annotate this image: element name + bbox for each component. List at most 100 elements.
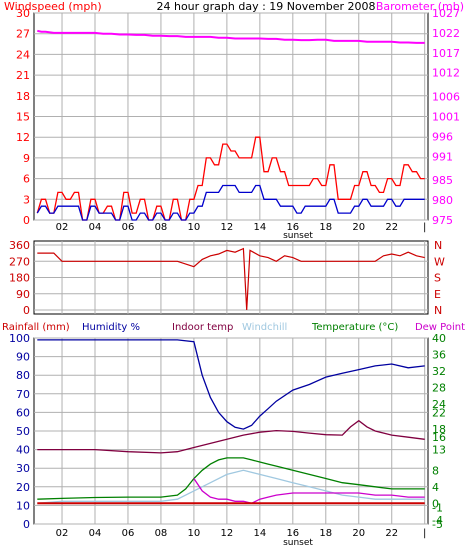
temp-panel-grid: [34, 337, 428, 525]
temp-y2-tick-13: 13: [432, 444, 446, 457]
series-humidity: [37, 339, 425, 430]
series-temperature: [37, 457, 425, 500]
compass-label-4: N: [434, 304, 442, 317]
series-indoor_temp: [37, 419, 425, 454]
dir-y-tick-90: 90: [16, 288, 30, 301]
wind-panel-sunset-label: sunset: [283, 231, 313, 241]
wind-panel-series: [36, 29, 425, 221]
temp-x-tick-12: 12: [221, 528, 234, 539]
humidity-axis-label: Humidity %: [82, 322, 140, 333]
wind-x-tick-10: 10: [188, 222, 201, 233]
temp-x-tick-02: 02: [56, 528, 69, 539]
humidity-y-tick-30: 30: [16, 462, 30, 475]
temp-y2-tick--1: -1: [432, 501, 443, 514]
baro-y2-tick-1001: 1001: [432, 111, 460, 124]
temp-y2-tick-8: 8: [432, 464, 439, 477]
dir-y-tick-270: 270: [9, 255, 30, 268]
wind-x-tick-20: 20: [352, 222, 365, 233]
chart-title: 24 hour graph day : 19 November 2008: [156, 0, 375, 13]
series-average: [36, 184, 425, 221]
wind-x-tick-14: 14: [253, 222, 266, 233]
direction-panel-grid: [34, 241, 428, 314]
baro-y2-tick-985: 985: [432, 174, 453, 187]
baro-y2-tick-1012: 1012: [432, 67, 460, 80]
wind-x-tick-04: 04: [89, 222, 102, 233]
series-windchill: [37, 469, 425, 504]
temp-y2-tick-4: 4: [432, 481, 439, 494]
wind-y-tick-30: 30: [16, 7, 30, 20]
rainfall-axis-label: Rainfall (mm): [2, 322, 70, 333]
wind-x-tick-18: 18: [319, 222, 332, 233]
humidity-y-tick-100: 100: [9, 332, 30, 345]
temp-y2-tick-32: 32: [432, 365, 446, 378]
temp-x-tick-16: 16: [286, 528, 299, 539]
compass-label-0: N: [434, 239, 442, 252]
windspeed-axis-label: Windspeed (mph): [4, 0, 102, 13]
wind-y-tick-0: 0: [23, 214, 30, 227]
wind-x-tick-22: 22: [385, 222, 398, 233]
humidity-y-tick-60: 60: [16, 406, 30, 419]
temp-x-tick-22: 22: [385, 528, 398, 539]
wind-x-tick-16: 16: [286, 222, 299, 233]
wind-y-tick-3: 3: [23, 193, 30, 206]
wind-y-tick-27: 27: [16, 28, 30, 41]
wind-panel-x-ticks: 02 04 06 08 10 12 14 16 18 20 22 |: [56, 222, 427, 233]
dewpoint-label: Dew Point: [415, 322, 465, 333]
temperature-axis-label: Temperature (°C): [311, 322, 398, 333]
wind-y-tick-6: 6: [23, 173, 30, 186]
baro-y2-tick-980: 980: [432, 194, 453, 207]
wind-x-tick-|: |: [423, 222, 426, 233]
wind-x-tick-02: 02: [56, 222, 69, 233]
temp-x-tick-10: 10: [188, 528, 201, 539]
wind-panel-y-ticks: 0 3 6 9 12 15 18 21 24 27 30: [16, 7, 30, 227]
temp-panel-series: [37, 339, 425, 505]
baro-y2-tick-975: 975: [432, 214, 453, 227]
dir-y-tick-360: 360: [9, 239, 30, 252]
dir-y-tick-180: 180: [9, 272, 30, 285]
humidity-y-tick-20: 20: [16, 481, 30, 494]
direction-panel-y-ticks: 0 90 180 270 360: [9, 239, 30, 317]
temp-y2-tick--4: -4: [432, 514, 443, 527]
temp-y2-tick-0: 0: [432, 497, 439, 510]
wind-y-tick-15: 15: [16, 111, 30, 124]
windchill-label: Windchill: [242, 322, 287, 333]
temp-panel-sunset-label: sunset: [283, 538, 313, 548]
humidity-y-tick-80: 80: [16, 369, 30, 382]
temp-x-tick-|: |: [423, 528, 426, 539]
series-barometer: [37, 29, 425, 44]
direction-panel-series: [37, 247, 425, 311]
temp-x-tick-06: 06: [122, 528, 135, 539]
wind-y-tick-12: 12: [16, 131, 30, 144]
wind-x-tick-06: 06: [122, 222, 135, 233]
humidity-y-tick-70: 70: [16, 388, 30, 401]
wind-y-tick-9: 9: [23, 152, 30, 165]
temp-y2-tick-22: 22: [432, 406, 446, 419]
humidity-y-tick-10: 10: [16, 499, 30, 512]
baro-y2-tick-996: 996: [432, 130, 453, 143]
humidity-y-tick-90: 90: [16, 351, 30, 364]
series-dewpoint: [193, 478, 425, 504]
temp-panel-x-ticks: 02 04 06 08 10 12 14 16 18 20 22 |: [56, 528, 427, 539]
temp-y2-tick-24: 24: [432, 398, 446, 411]
dir-y-tick-0: 0: [23, 304, 30, 317]
wind-x-tick-12: 12: [221, 222, 234, 233]
baro-y2-tick-1022: 1022: [432, 27, 460, 40]
humidity-y-tick-40: 40: [16, 444, 30, 457]
compass-label-3: E: [434, 288, 441, 301]
temp-y2-tick-18: 18: [432, 423, 446, 436]
temp-panel-y-ticks: 0 10 20 30 40 50 60 70 80 90 100: [9, 332, 30, 531]
indoor-temp-label: Indoor temp: [172, 322, 233, 333]
temp-x-tick-18: 18: [319, 528, 332, 539]
wind-panel-y2-ticks: 975 980 985 991 996 1001 1006 1012 1017 1022 1027: [432, 7, 460, 227]
wind-y-tick-24: 24: [16, 48, 30, 61]
temp-y2-tick--5: -5: [432, 518, 443, 531]
temp-x-tick-08: 08: [155, 528, 168, 539]
temp-y2-tick-16: 16: [432, 431, 446, 444]
series-direction: [37, 247, 425, 311]
baro-y2-tick-991: 991: [432, 150, 453, 163]
baro-y2-tick-1017: 1017: [432, 47, 460, 60]
wind-y-tick-21: 21: [16, 69, 30, 82]
